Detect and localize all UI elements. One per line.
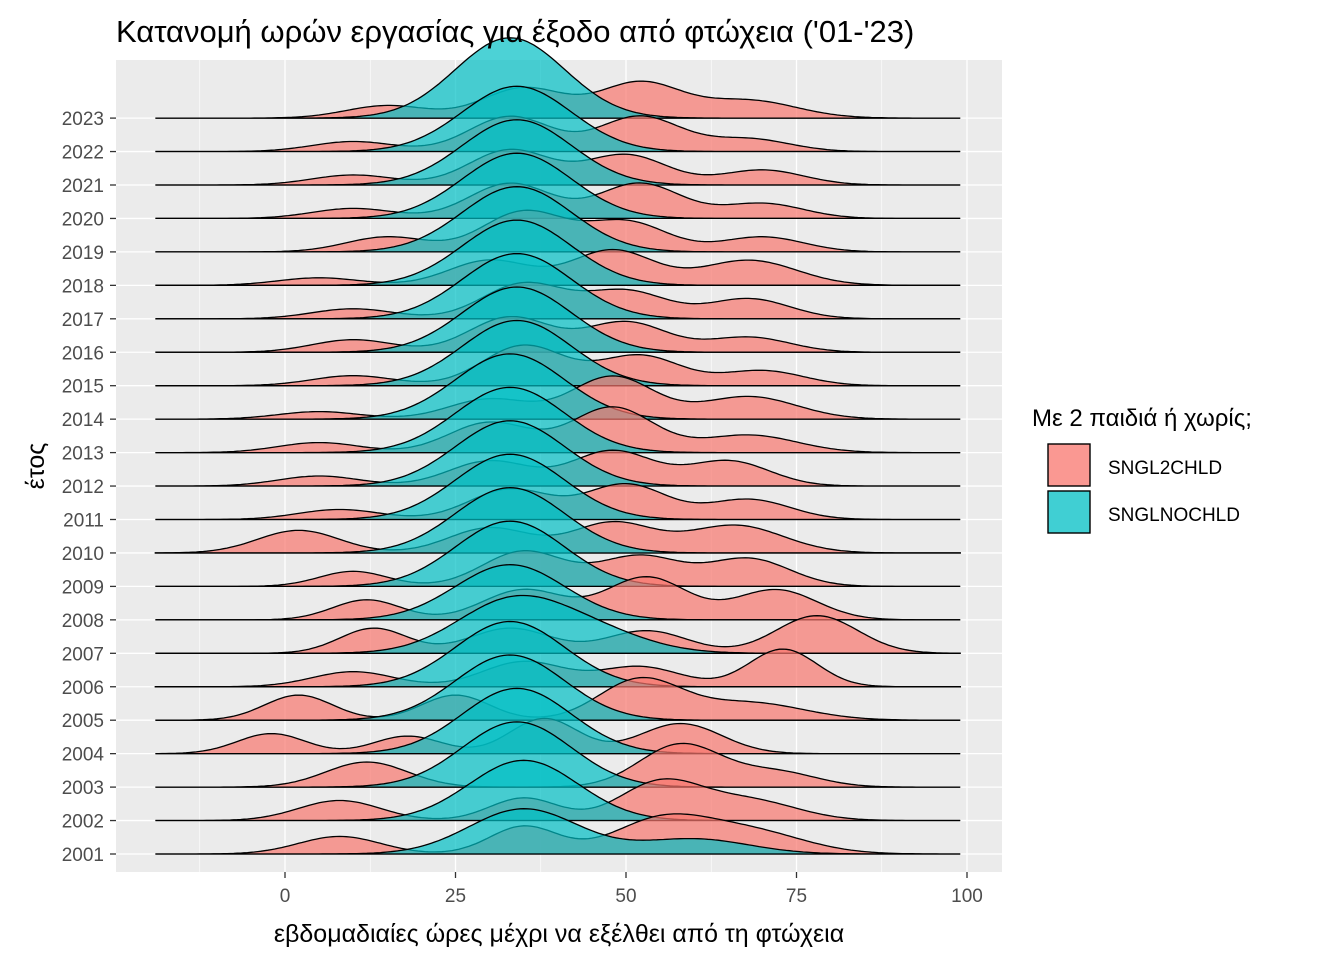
ridge-snglnochld-2011 xyxy=(155,453,961,521)
y-tick-label-2023: 2023 xyxy=(62,109,104,130)
x-tick-label-25: 25 xyxy=(445,886,466,907)
y-tick-label-2014: 2014 xyxy=(62,410,105,431)
ridge-snglnochld-2009 xyxy=(155,520,961,588)
ridge-snglnochld-2013 xyxy=(155,386,961,454)
ridge-snglnochld-2015 xyxy=(155,319,961,387)
legend-swatch-snglnochld xyxy=(1047,490,1091,534)
ridge-snglnochld-2007 xyxy=(155,594,961,654)
ridge-year-2015 xyxy=(155,319,961,387)
ridges xyxy=(154,37,961,855)
legend-label-snglnochld: SNGLNOCHLD xyxy=(1108,505,1240,526)
ridge-year-2014 xyxy=(155,353,961,420)
ridge-year-2001 xyxy=(155,808,961,855)
ridge-year-2009 xyxy=(155,520,961,588)
ridge-snglnochld-2019 xyxy=(155,186,961,253)
legend: Με 2 παιδιά ή χωρίς; SNGL2CHLD SNGLNOCHL… xyxy=(1032,405,1252,534)
ridge-snglnochld-2012 xyxy=(155,420,961,487)
y-tick-label-2005: 2005 xyxy=(62,711,104,732)
ridge-snglnochld-2003 xyxy=(155,721,961,788)
ridge-year-2012 xyxy=(155,420,961,487)
ridge-year-2011 xyxy=(155,453,961,521)
y-tick-label-2020: 2020 xyxy=(62,209,104,230)
ridge-year-2022 xyxy=(155,85,961,153)
y-tick-label-2012: 2012 xyxy=(62,477,104,498)
y-axis-title: έτος xyxy=(22,443,50,490)
ridge-snglnochld-2023 xyxy=(155,37,961,119)
ridge-snglnochld-2016 xyxy=(155,286,961,353)
ridge-year-2002 xyxy=(155,759,961,822)
y-tick-label-2010: 2010 xyxy=(62,544,104,565)
ridge-year-2004 xyxy=(155,687,961,755)
x-axis-title: εβδομαδιαίες ώρες μέχρι να εξέλθει από τ… xyxy=(274,920,844,948)
ridge-year-2010 xyxy=(154,487,961,554)
y-tick-label-2013: 2013 xyxy=(62,444,104,465)
y-tick-label-2021: 2021 xyxy=(62,176,104,197)
ridge-snglnochld-2021 xyxy=(155,119,961,186)
y-tick-label-2003: 2003 xyxy=(62,778,104,799)
y-tick-label-2022: 2022 xyxy=(62,143,104,164)
y-tick-label-2011: 2011 xyxy=(63,511,104,532)
ridge-year-2006 xyxy=(154,620,961,688)
ridge-year-2023 xyxy=(155,37,961,119)
ridge-year-2007 xyxy=(155,594,961,654)
ridge-snglnochld-2010 xyxy=(154,487,961,554)
y-tick-label-2008: 2008 xyxy=(62,611,104,632)
ridge-snglnochld-2006 xyxy=(154,620,961,688)
ridge-snglnochld-2001 xyxy=(155,808,961,855)
x-axis-ticks: 0 25 50 75 100 xyxy=(280,872,983,907)
y-tick-label-2001: 2001 xyxy=(62,845,104,866)
ridge-year-2018 xyxy=(155,219,961,286)
y-tick-label-2017: 2017 xyxy=(62,310,104,331)
y-tick-label-2004: 2004 xyxy=(62,745,105,766)
y-tick-label-2015: 2015 xyxy=(62,377,104,398)
ridge-year-2017 xyxy=(155,252,961,320)
ridge-year-2013 xyxy=(155,386,961,454)
y-axis-ticks: 2001 2002 2003 2004 2005 2006 2007 2008 2009 2010… xyxy=(62,109,116,866)
y-tick-label-2006: 2006 xyxy=(62,678,104,699)
ridge-snglnochld-2014 xyxy=(155,353,961,420)
y-tick-label-2002: 2002 xyxy=(62,812,104,833)
ridge-year-2019 xyxy=(155,186,961,253)
ridge-snglnochld-2004 xyxy=(155,687,961,755)
ridge-snglnochld-2018 xyxy=(155,219,961,286)
ridge-year-2021 xyxy=(155,119,961,186)
legend-title: Με 2 παιδιά ή χωρίς; xyxy=(1032,405,1252,432)
chart-title: Κατανομή ωρών εργασίας για έξοδο από φτώ… xyxy=(116,14,914,49)
x-tick-label-50: 50 xyxy=(615,886,636,907)
y-tick-label-2009: 2009 xyxy=(62,577,104,598)
ridge-year-2020 xyxy=(155,152,961,220)
legend-swatch-sngl2chld xyxy=(1047,443,1091,487)
x-tick-label-75: 75 xyxy=(786,886,807,907)
legend-label-sngl2chld: SNGL2CHLD xyxy=(1108,458,1222,479)
ridge-snglnochld-2022 xyxy=(155,85,961,153)
ridge-snglnochld-2017 xyxy=(155,252,961,320)
y-tick-label-2018: 2018 xyxy=(62,276,104,297)
y-tick-label-2019: 2019 xyxy=(62,243,104,264)
y-tick-label-2007: 2007 xyxy=(62,644,104,665)
x-tick-label-100: 100 xyxy=(951,886,983,907)
x-tick-label-0: 0 xyxy=(280,886,291,907)
y-tick-label-2016: 2016 xyxy=(62,343,104,364)
ridge-snglnochld-2020 xyxy=(155,152,961,220)
ridge-year-2016 xyxy=(155,286,961,353)
ridge-snglnochld-2002 xyxy=(155,759,961,822)
ridge-snglnochld-2005 xyxy=(155,654,961,721)
